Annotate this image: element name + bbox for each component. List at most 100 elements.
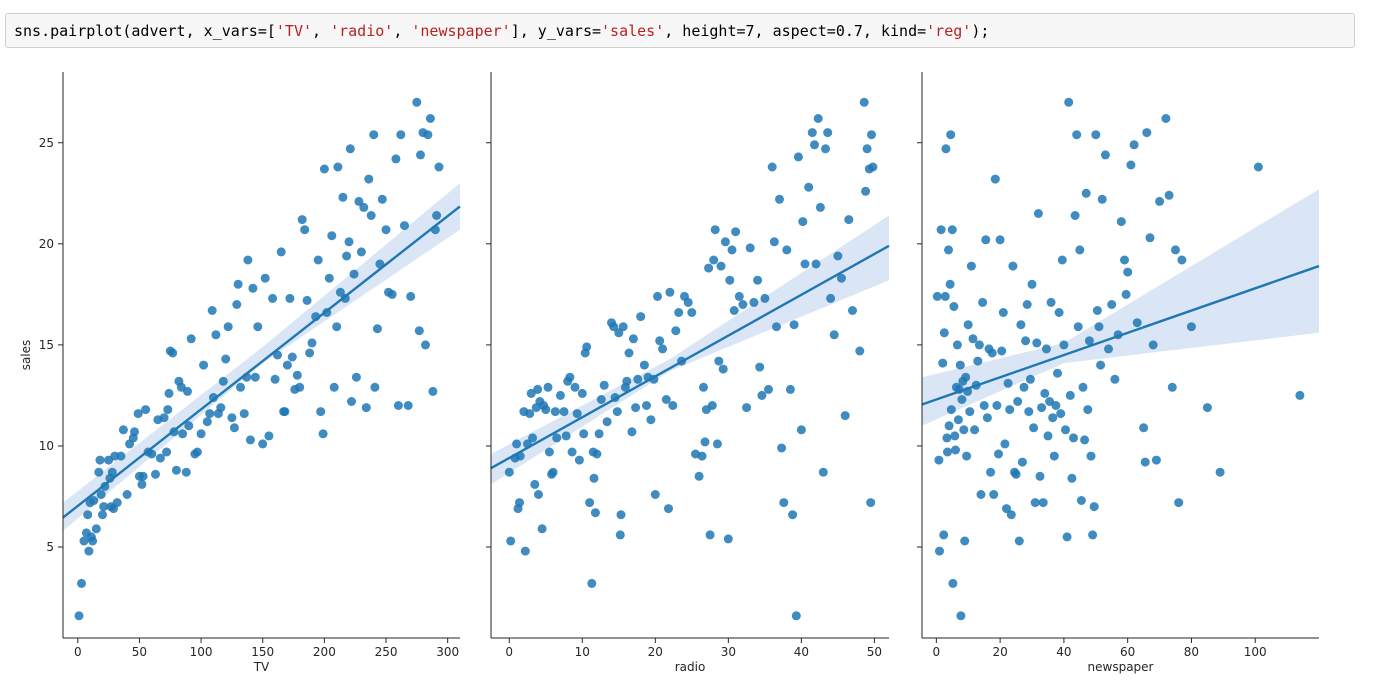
data-point-newspaper-107 (1080, 435, 1090, 445)
data-point-tv-43 (164, 388, 174, 398)
data-point-tv-0 (74, 611, 84, 621)
data-point-radio-34 (572, 409, 582, 419)
confidence-band-newspaper (922, 189, 1319, 426)
data-point-newspaper-143 (1177, 255, 1187, 265)
data-point-newspaper-100 (1069, 433, 1078, 443)
x-tick-label-newspaper-20: 20 (992, 645, 1007, 659)
data-point-newspaper-5 (939, 530, 949, 540)
data-point-newspaper-40 (973, 356, 983, 366)
data-point-newspaper-88 (1049, 451, 1059, 461)
data-point-radio-80 (674, 308, 684, 317)
data-point-newspaper-66 (1014, 536, 1024, 546)
data-point-radio-62 (628, 334, 638, 344)
data-point-radio-31 (565, 372, 575, 382)
data-point-tv-59 (202, 417, 212, 427)
data-point-newspaper-2 (935, 546, 944, 556)
data-point-radio-65 (636, 312, 646, 322)
data-point-radio-123 (785, 384, 795, 394)
data-point-newspaper-94 (1059, 340, 1069, 350)
data-point-newspaper-8 (941, 144, 951, 154)
data-point-tv-148 (428, 386, 438, 396)
y-tick-label-25: 25 (39, 136, 54, 150)
data-point-radio-143 (837, 273, 846, 283)
data-point-tv-145 (421, 340, 430, 350)
data-point-newspaper-13 (945, 279, 955, 289)
data-point-newspaper-124 (1116, 217, 1126, 227)
data-point-radio-76 (664, 504, 673, 514)
data-point-newspaper-65 (1013, 397, 1023, 406)
data-point-newspaper-53 (994, 449, 1003, 459)
data-point-newspaper-9 (942, 433, 952, 443)
data-point-radio-95 (710, 225, 720, 235)
x-tick-label-radio-10: 10 (575, 645, 590, 659)
data-point-radio-63 (631, 403, 641, 413)
data-point-newspaper-129 (1129, 140, 1139, 150)
data-point-tv-34 (141, 405, 151, 415)
data-point-newspaper-14 (946, 130, 956, 140)
data-point-tv-143 (416, 150, 425, 160)
x-axis-label-newspaper: newspaper (1088, 660, 1154, 674)
data-point-newspaper-125 (1120, 255, 1129, 265)
data-point-radio-145 (844, 215, 854, 225)
x-tick-label-radio-40: 40 (794, 645, 809, 659)
data-point-tv-11 (94, 467, 104, 477)
data-point-tv-77 (245, 435, 255, 445)
data-point-tv-69 (227, 413, 237, 423)
data-point-radio-99 (718, 364, 728, 374)
data-point-radio-92 (705, 530, 715, 540)
data-point-radio-3 (512, 439, 522, 449)
data-point-newspaper-57 (1000, 439, 1010, 449)
data-point-tv-99 (305, 348, 315, 358)
data-point-tv-100 (307, 338, 317, 348)
data-point-radio-94 (709, 255, 719, 265)
data-point-radio-33 (570, 382, 580, 392)
data-point-tv-57 (196, 429, 206, 439)
x-tick-label-tv-200: 200 (313, 645, 336, 659)
data-point-radio-84 (687, 308, 697, 317)
data-point-tv-87 (276, 247, 286, 257)
data-point-radio-78 (668, 401, 678, 410)
data-point-newspaper-20 (951, 445, 960, 455)
data-point-newspaper-60 (1005, 405, 1015, 415)
data-point-tv-42 (163, 405, 173, 415)
data-point-tv-89 (280, 407, 290, 417)
data-point-tv-132 (381, 225, 391, 235)
data-point-newspaper-62 (1008, 261, 1018, 271)
data-point-newspaper-36 (966, 261, 976, 271)
data-point-newspaper-118 (1097, 194, 1107, 204)
data-point-newspaper-48 (986, 467, 996, 477)
data-point-tv-98 (302, 295, 312, 305)
data-point-newspaper-31 (961, 372, 971, 382)
data-point-newspaper-69 (1019, 382, 1029, 392)
data-point-newspaper-145 (1202, 403, 1212, 413)
data-point-radio-79 (671, 326, 681, 336)
data-point-newspaper-3 (936, 225, 946, 235)
data-point-radio-134 (811, 259, 821, 269)
data-point-tv-139 (403, 401, 413, 410)
regression-line-tv (62, 205, 461, 519)
data-point-radio-27 (555, 390, 565, 400)
code-mid-2: , height=7, aspect=0.7, kind= (664, 22, 927, 40)
data-point-tv-45 (168, 348, 178, 358)
data-point-radio-105 (731, 227, 741, 237)
data-point-radio-66 (639, 360, 649, 370)
data-point-tv-73 (236, 382, 245, 392)
data-point-newspaper-93 (1057, 255, 1067, 265)
data-point-radio-116 (767, 162, 777, 172)
data-point-tv-112 (335, 287, 345, 297)
data-point-radio-93 (707, 401, 717, 410)
data-point-newspaper-0 (932, 291, 942, 301)
code-cell[interactable]: sns.pairplot(advert, x_vars=['TV', 'radi… (5, 13, 1355, 48)
data-point-newspaper-43 (978, 297, 988, 307)
data-point-tv-5 (84, 546, 94, 556)
data-point-radio-1 (506, 536, 516, 546)
data-point-radio-103 (727, 245, 737, 255)
data-point-tv-52 (183, 386, 192, 396)
data-point-radio-13 (530, 479, 540, 489)
data-point-tv-40 (159, 413, 169, 423)
data-point-radio-117 (769, 237, 779, 247)
data-point-tv-111 (333, 162, 343, 172)
data-point-radio-127 (793, 152, 803, 162)
data-point-tv-23 (112, 498, 122, 508)
data-point-newspaper-19 (950, 431, 960, 441)
